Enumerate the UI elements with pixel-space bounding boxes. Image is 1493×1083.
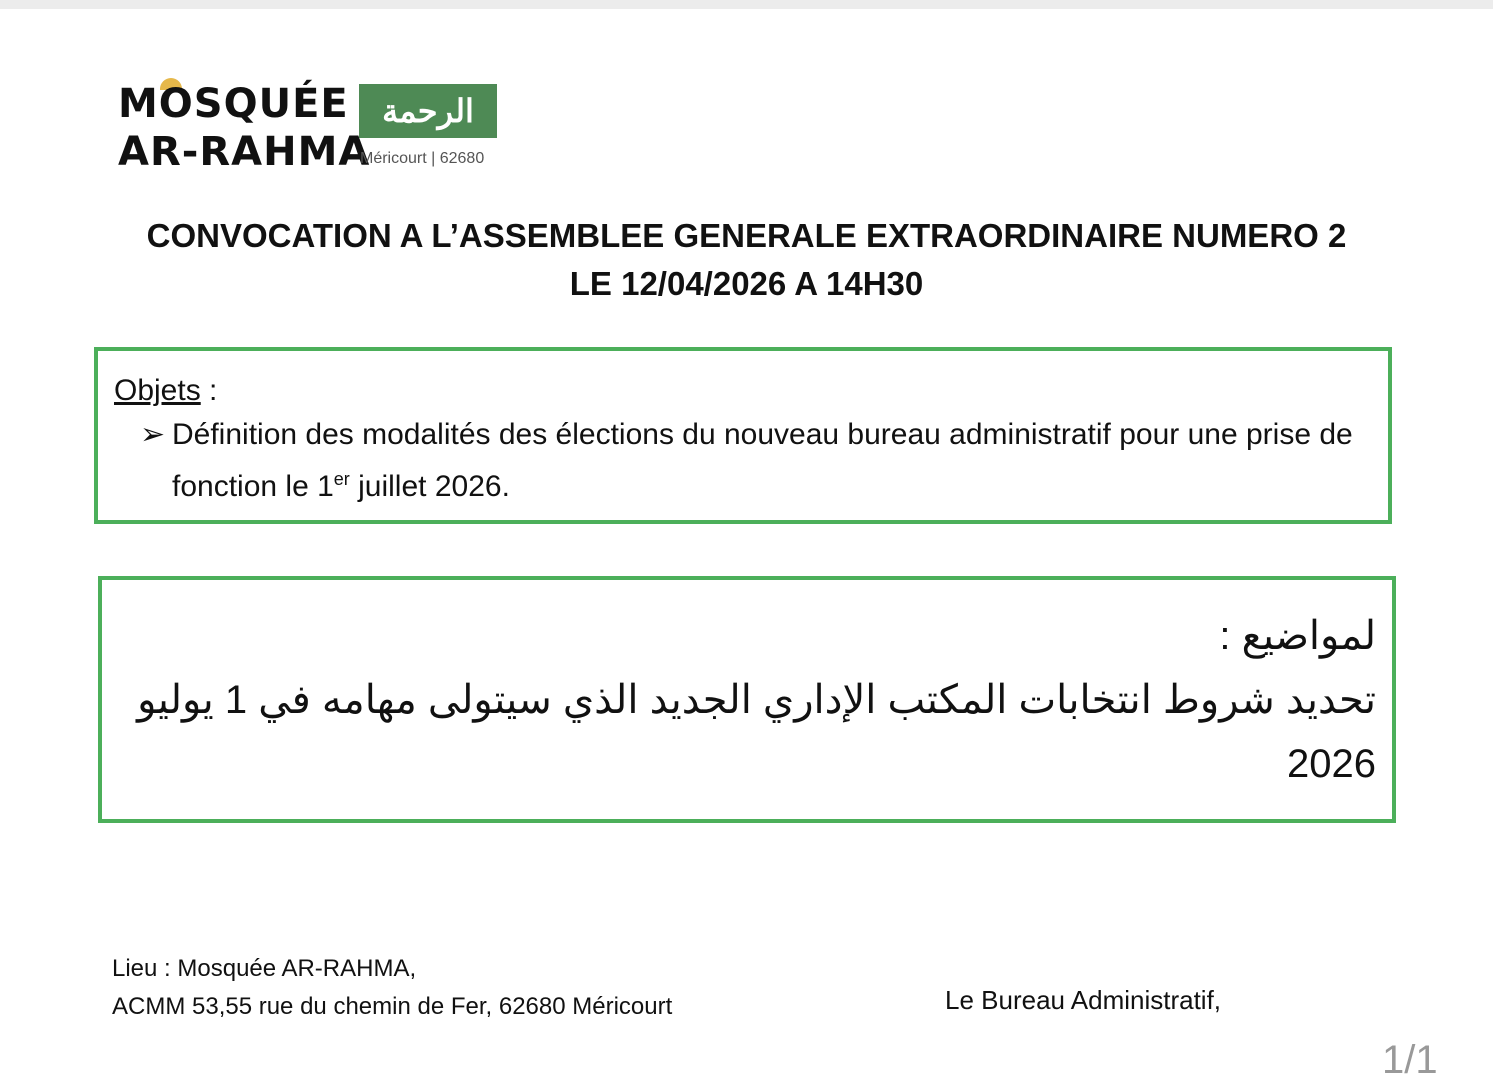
arrow-bullet-icon: ➢ <box>140 418 166 451</box>
footer-address: ACMM 53,55 rue du chemin de Fer, 62680 M… <box>112 993 673 1020</box>
objets-text: Définition des modalités des élections d… <box>172 413 1372 509</box>
footer-lieu: Lieu : Mosquée AR-RAHMA, <box>112 955 417 982</box>
arabic-text: تحديد شروط انتخابات المكتب الإداري الجدي… <box>137 678 1376 786</box>
logo-line2: AR-RAHMA <box>118 129 371 175</box>
page-title: CONVOCATION A L’ASSEMBLEE GENERALE EXTRA… <box>0 212 1493 308</box>
logo-location: Méricourt | 62680 <box>360 150 485 167</box>
logo-line1: MOSQUÉE <box>118 81 349 127</box>
objets-text-main: Définition des modalités des élections d… <box>172 418 1353 503</box>
logo-arabic: الرحمة <box>359 84 497 138</box>
page-indicator: 1/1 <box>1382 1038 1438 1082</box>
viewer-top-bar <box>0 0 1493 9</box>
objets-item: ➢ Définition des modalités des élections… <box>140 413 1372 509</box>
title-line2: LE 12/04/2026 A 14H30 <box>569 265 924 302</box>
objets-text-end: juillet 2026. <box>349 470 510 503</box>
signature: Le Bureau Administratif, <box>945 985 1222 1015</box>
footer-location: Lieu : Mosquée AR-RAHMA, ACMM 53,55 rue … <box>112 950 672 1026</box>
logo-text: MOSQUÉE AR-RAHMA <box>118 80 370 176</box>
objets-colon: : <box>200 374 218 407</box>
objets-sup: er <box>333 469 350 489</box>
arabic-heading: لمواضيع : <box>1219 614 1376 658</box>
objets-label: Objets <box>114 374 201 407</box>
arabic-box: لمواضيع : تحديد شروط انتخابات المكتب الإ… <box>98 576 1396 823</box>
objets-box: Objets : ➢ Définition des modalités des … <box>94 347 1392 524</box>
dome-icon <box>160 78 182 90</box>
title-line1: CONVOCATION A L’ASSEMBLEE GENERALE EXTRA… <box>146 217 1347 254</box>
